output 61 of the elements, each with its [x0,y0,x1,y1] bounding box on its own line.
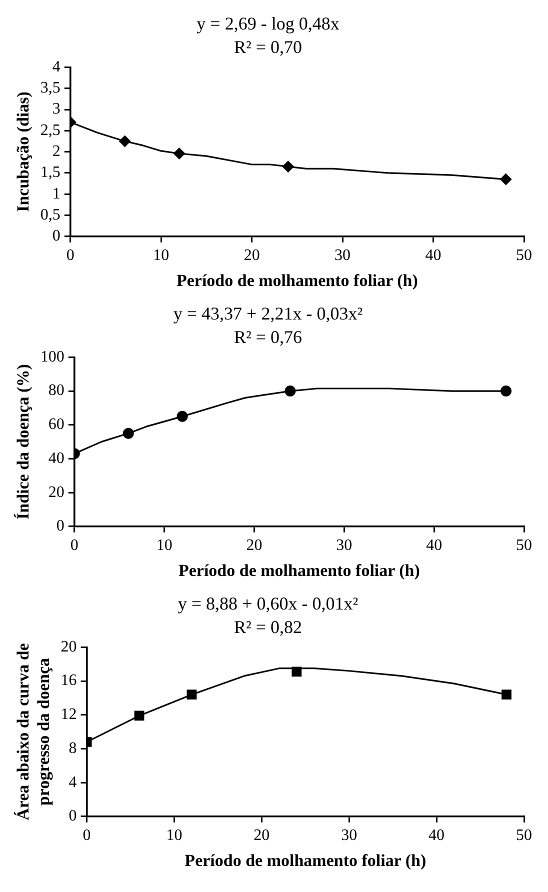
y-tick-label: 3 [52,100,60,118]
y-tick-label: 2 [52,143,60,160]
chart-subtitle: R² = 0,70 [234,37,302,58]
x-tick-label: 30 [336,537,352,554]
x-tick-label: 10 [156,537,172,554]
point [176,410,188,422]
x-tick-label: 40 [425,247,442,264]
x-tick-label: 10 [166,827,182,844]
x-tick-label: 30 [341,827,358,844]
y-tick-label: 0 [68,808,77,825]
y-tick-label: 16 [60,672,77,690]
x-tick-label: 30 [334,247,351,264]
x-tick-label: 50 [516,827,532,844]
y-tick-label: 0,5 [40,206,60,224]
y-axis-title: Área abaixo da curva de progresso da doença [14,642,53,820]
point [292,666,302,677]
x-axis-title: Período de molhamento foliar (h) [184,851,426,870]
x-axis-title: Período de molhamento foliar (h) [176,271,418,290]
chart-title: y = 43,37 + 2,21x - 0,03x² [173,304,363,324]
y-axis-title: Incubação (dias) [14,92,33,212]
y-tick-label: 60 [48,416,64,434]
y-tick-label: 1,5 [40,164,60,182]
chart-title: y = 8,88 + 0,60x - 0,01x² [178,594,358,614]
x-tick-label: 0 [82,827,91,844]
x-tick-label: 20 [246,537,262,554]
x-axis-title: Período de molhamento foliar (h) [178,561,420,580]
y-tick-label: 2,5 [40,122,60,139]
y-tick-label: 100 [40,348,64,366]
x-tick-label: 50 [516,247,532,264]
point [186,690,197,700]
chart-subtitle: R² = 0,76 [234,327,302,348]
y-tick-label: 40 [48,450,64,467]
x-tick-label: 10 [153,247,170,264]
point [122,428,134,439]
y-tick-label: 80 [48,382,64,400]
x-tick-label: 20 [254,827,270,844]
x-tick-label: 50 [516,537,532,554]
point [134,710,144,721]
y-tick-label: 3,5 [40,80,60,97]
point [282,160,294,173]
point [118,135,131,148]
y-tick-label: 0 [52,228,60,245]
point [173,147,186,160]
point [284,386,296,397]
y-tick-label: 0 [56,518,64,535]
y-tick-label: 4 [68,774,77,791]
x-tick-label: 20 [244,247,260,264]
point [500,386,512,397]
point [500,173,512,186]
chart-title: y = 2,69 - log 0,48x [196,14,340,34]
y-axis-title: Índice da doença (%) [14,364,33,520]
y-tick-label: 12 [60,706,77,724]
y-tick-label: 8 [68,740,77,757]
x-tick-label: 40 [426,537,442,554]
y-tick-label: 20 [60,638,77,656]
x-tick-label: 40 [428,827,445,844]
chart-subtitle: R² = 0,82 [234,617,302,638]
y-tick-label: 20 [48,484,64,501]
y-tick-label: 4 [52,58,60,76]
point [502,690,512,700]
y-tick-label: 1 [52,185,60,202]
